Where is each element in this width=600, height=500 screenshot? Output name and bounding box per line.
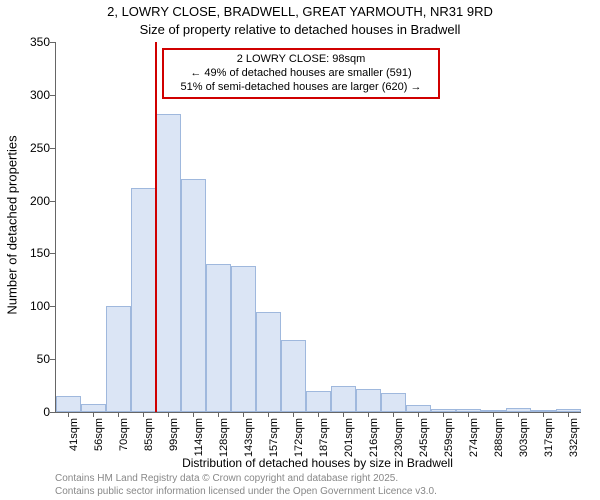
histogram-bar xyxy=(531,410,556,412)
histogram-bar xyxy=(81,404,106,412)
x-tick xyxy=(343,412,344,417)
histogram-bar xyxy=(556,409,581,412)
x-tick xyxy=(393,412,394,417)
x-tick-label: 230sqm xyxy=(393,418,405,460)
annotation-line-1: 2 LOWRY CLOSE: 98sqm xyxy=(170,53,432,67)
y-tick-label: 150 xyxy=(30,246,50,260)
histogram-bar xyxy=(306,391,331,412)
x-tick xyxy=(168,412,169,417)
x-tick xyxy=(293,412,294,417)
x-tick xyxy=(418,412,419,417)
chart-title-sub: Size of property relative to detached ho… xyxy=(0,22,600,37)
x-tick xyxy=(218,412,219,417)
histogram-bar xyxy=(356,389,381,412)
x-tick xyxy=(68,412,69,417)
x-tick-label: 41sqm xyxy=(68,418,80,460)
x-tick xyxy=(518,412,519,417)
x-tick xyxy=(93,412,94,417)
x-tick xyxy=(243,412,244,417)
histogram-bar xyxy=(506,408,531,412)
x-tick-label: 288sqm xyxy=(493,418,505,460)
x-tick xyxy=(318,412,319,417)
x-tick-label: 332sqm xyxy=(568,418,580,460)
footer-line-2: Contains public sector information licen… xyxy=(55,486,437,499)
histogram-bar xyxy=(281,340,306,412)
annotation-line-3: 51% of semi-detached houses are larger (… xyxy=(170,81,432,95)
x-tick-label: 128sqm xyxy=(218,418,230,460)
x-tick xyxy=(193,412,194,417)
x-tick xyxy=(118,412,119,417)
x-tick-label: 99sqm xyxy=(168,418,180,460)
x-tick-label: 114sqm xyxy=(193,418,205,460)
histogram-bar xyxy=(231,266,256,412)
x-tick-label: 70sqm xyxy=(118,418,130,460)
x-tick xyxy=(493,412,494,417)
x-tick xyxy=(468,412,469,417)
histogram-bar xyxy=(481,410,506,412)
y-tick-label: 0 xyxy=(43,405,50,419)
histogram-chart: 2, LOWRY CLOSE, BRADWELL, GREAT YARMOUTH… xyxy=(0,0,600,500)
x-axis-label: Distribution of detached houses by size … xyxy=(55,456,580,470)
annotation-box: 2 LOWRY CLOSE: 98sqm ← 49% of detached h… xyxy=(162,48,440,99)
x-tick-label: 245sqm xyxy=(418,418,430,460)
x-tick-label: 201sqm xyxy=(343,418,355,460)
x-tick-label: 274sqm xyxy=(468,418,480,460)
y-tick-label: 250 xyxy=(30,141,50,155)
histogram-bar xyxy=(206,264,231,412)
x-tick-label: 56sqm xyxy=(93,418,105,460)
histogram-bar xyxy=(456,409,481,412)
footer-line-1: Contains HM Land Registry data © Crown c… xyxy=(55,473,437,486)
x-tick xyxy=(568,412,569,417)
x-tick-label: 157sqm xyxy=(268,418,280,460)
x-tick-label: 216sqm xyxy=(368,418,380,460)
plot-area: 2 LOWRY CLOSE: 98sqm ← 49% of detached h… xyxy=(55,42,581,413)
x-tick-label: 303sqm xyxy=(518,418,530,460)
histogram-bar xyxy=(381,393,406,412)
histogram-bar xyxy=(106,306,131,412)
histogram-bar xyxy=(331,386,356,412)
annotation-line-2: ← 49% of detached houses are smaller (59… xyxy=(170,67,432,81)
histogram-bar xyxy=(56,396,81,412)
y-tick-label: 100 xyxy=(30,299,50,313)
chart-title-main: 2, LOWRY CLOSE, BRADWELL, GREAT YARMOUTH… xyxy=(0,4,600,19)
x-tick-label: 143sqm xyxy=(243,418,255,460)
chart-footer: Contains HM Land Registry data © Crown c… xyxy=(55,473,437,498)
x-tick-label: 172sqm xyxy=(293,418,305,460)
x-tick xyxy=(368,412,369,417)
y-tick-label: 50 xyxy=(37,352,50,366)
marker-line xyxy=(155,42,157,412)
histogram-bar xyxy=(406,405,431,412)
x-tick xyxy=(143,412,144,417)
histogram-bar xyxy=(156,114,181,412)
x-tick-label: 259sqm xyxy=(443,418,455,460)
histogram-bar xyxy=(431,409,456,412)
x-tick-label: 85sqm xyxy=(143,418,155,460)
histogram-bar xyxy=(256,312,281,412)
y-tick-label: 300 xyxy=(30,88,50,102)
x-tick xyxy=(543,412,544,417)
y-tick-label: 200 xyxy=(30,194,50,208)
x-tick-label: 317sqm xyxy=(543,418,555,460)
y-tick-label: 350 xyxy=(30,35,50,49)
histogram-bar xyxy=(181,179,206,412)
histogram-bar xyxy=(131,188,156,412)
y-axis-label: Number of detached properties xyxy=(5,135,20,314)
x-tick-label: 187sqm xyxy=(318,418,330,460)
x-tick xyxy=(443,412,444,417)
x-tick xyxy=(268,412,269,417)
